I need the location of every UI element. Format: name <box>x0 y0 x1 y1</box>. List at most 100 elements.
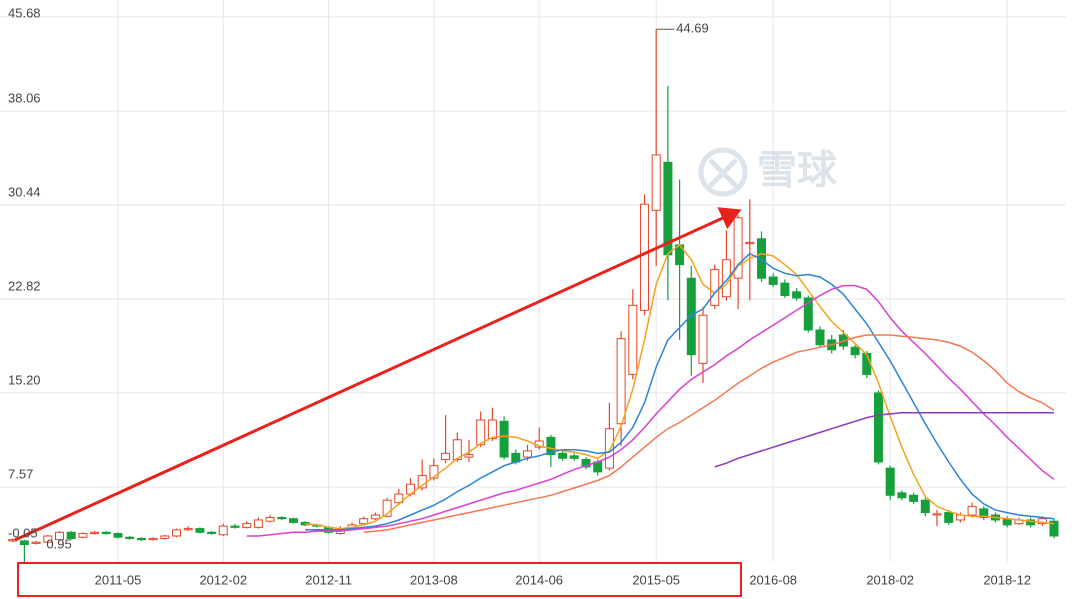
candle-body <box>394 493 404 504</box>
candle-body <box>897 492 907 499</box>
candle-body <box>721 259 731 298</box>
moving-average-line <box>246 284 1055 537</box>
candle-body <box>885 467 895 496</box>
candle-body <box>768 276 778 285</box>
candle-body <box>874 392 883 463</box>
candle-body <box>242 523 252 528</box>
candle-body <box>101 531 111 535</box>
candle-body <box>148 537 158 541</box>
candle-body <box>979 508 989 518</box>
candle-body <box>499 420 509 458</box>
candle-body <box>160 535 170 539</box>
watermark-logo <box>698 147 748 197</box>
candle-body <box>487 419 497 440</box>
candle-body <box>452 439 462 461</box>
candle-body <box>967 505 977 516</box>
candle-body <box>207 531 217 535</box>
candle-body <box>581 459 591 468</box>
candle-body <box>195 528 205 533</box>
candle-body <box>815 329 825 346</box>
candle-body <box>686 277 696 356</box>
candle-body <box>651 154 661 211</box>
candle-body <box>55 531 64 541</box>
x-tick-label: 2012-02 <box>199 572 247 587</box>
x-tick-label: 2018-02 <box>866 572 914 587</box>
candle-body <box>628 304 638 375</box>
candle-body <box>558 452 568 459</box>
candle-body <box>382 499 392 517</box>
candle-body <box>31 541 41 544</box>
candle-body <box>441 452 451 461</box>
candle-body <box>523 450 532 458</box>
candle-body <box>604 428 614 469</box>
candle-body <box>698 314 708 364</box>
candle-body <box>19 540 29 546</box>
candle-body <box>253 519 263 528</box>
candle-body <box>932 513 942 516</box>
candle-body <box>1037 518 1047 525</box>
candle-body <box>370 514 380 520</box>
x-tick-label: 2012-11 <box>305 572 352 587</box>
y-tick-label: 45.68 <box>8 5 41 20</box>
x-tick-label: 2013-08 <box>410 572 458 587</box>
candle-body <box>464 454 474 458</box>
candle-body <box>183 528 193 531</box>
candle-body <box>113 533 123 538</box>
max-annotation: 44.69 <box>676 21 709 36</box>
candle-body <box>359 518 369 525</box>
watermark: 雪球 <box>698 147 838 197</box>
moving-average-line <box>305 252 1055 531</box>
x-tick-label: 2018-12 <box>983 572 1031 587</box>
candle-body <box>569 455 579 459</box>
candle-body <box>710 269 720 306</box>
axis-labels: 45.68 38.06 30.44 22.82 15.20 7.57 -0.05 2011-0… <box>8 5 1031 587</box>
x-tick-label: 2014-06 <box>515 572 563 587</box>
plot-area <box>8 29 1059 562</box>
grid <box>0 0 1066 562</box>
candle-body <box>546 436 556 456</box>
moving-average-line <box>714 411 1054 468</box>
candle-body <box>920 499 930 514</box>
y-tick-label: 22.82 <box>8 278 41 293</box>
candle-body <box>640 203 649 311</box>
candle-body <box>78 533 88 538</box>
candle-body <box>230 525 240 528</box>
moving-average-line <box>305 243 1055 530</box>
candle-body <box>289 518 298 523</box>
candle-body <box>850 346 860 356</box>
x-tick-label: 2011-05 <box>95 572 142 587</box>
watermark-logo-mark <box>708 158 738 188</box>
candle-body <box>944 512 954 523</box>
y-tick-label: -0.05 <box>8 525 38 540</box>
candle-body <box>125 536 135 539</box>
candle-body <box>616 338 626 425</box>
moving-average-line <box>363 334 1055 534</box>
candle-body <box>803 297 813 331</box>
x-tick-label: 2016-08 <box>749 572 797 587</box>
min-annotation: 0.95 <box>46 536 71 551</box>
x-tick-label: 2015-05 <box>632 572 680 587</box>
candle-body <box>172 529 181 537</box>
candle-body <box>277 516 287 520</box>
candle-body <box>136 537 146 541</box>
y-tick-label: 38.06 <box>8 90 41 105</box>
highlight-box <box>17 562 742 597</box>
candle-body <box>66 531 76 539</box>
candle-body <box>792 291 802 299</box>
candle-body <box>218 525 228 536</box>
candle-body <box>909 494 919 502</box>
trend-arrow <box>14 207 742 542</box>
candle-body <box>265 516 275 522</box>
candle-body <box>745 241 755 245</box>
candle-body <box>757 238 766 279</box>
candle-body <box>1026 519 1036 526</box>
candle-body <box>43 535 53 543</box>
candle-body <box>1049 520 1059 537</box>
watermark-text: 雪球 <box>757 149 838 193</box>
y-tick-label: 30.44 <box>8 184 41 199</box>
y-tick-label: 7.57 <box>8 466 33 481</box>
candle-body <box>90 531 100 535</box>
candle-body <box>429 465 439 479</box>
candle-body <box>476 419 486 446</box>
